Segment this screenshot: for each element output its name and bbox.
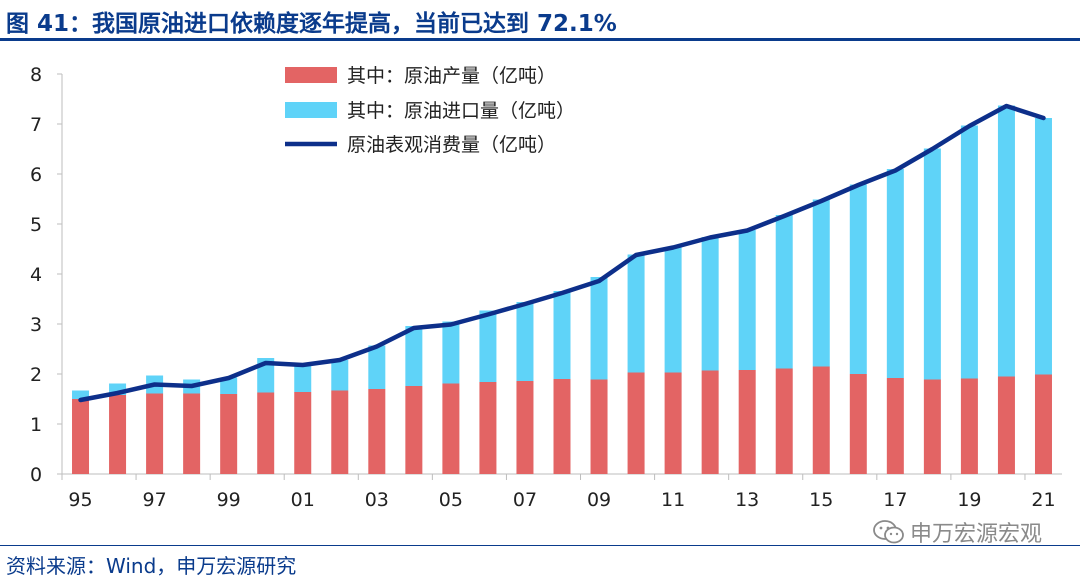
y-tick-label: 2	[30, 364, 42, 386]
production-bar	[331, 390, 349, 474]
production-bar	[701, 370, 719, 474]
y-tick-label: 4	[30, 264, 42, 286]
production-bar	[775, 368, 793, 474]
x-tick-label: 13	[735, 489, 759, 511]
import-bar	[516, 302, 534, 381]
production-bar	[146, 393, 164, 474]
import-bar	[886, 169, 904, 378]
production-bar	[294, 392, 312, 474]
x-tick-label: 21	[1031, 489, 1055, 511]
production-bar	[590, 379, 608, 474]
y-tick-label: 6	[30, 164, 42, 186]
production-bar	[368, 389, 386, 474]
chart-title: 图 41：我国原油进口依赖度逐年提高，当前已达到 72.1%	[6, 11, 617, 37]
wechat-icon	[873, 520, 904, 544]
production-bar	[1034, 374, 1052, 474]
x-tick-label: 03	[365, 489, 389, 511]
watermark: 申万宏源宏观	[872, 516, 1042, 548]
y-axis: 0 1 2 3 4 5 6 7 8	[30, 64, 63, 486]
import-bar	[701, 237, 719, 371]
x-tick-label: 15	[809, 489, 833, 511]
production-bar	[923, 379, 941, 474]
x-tick-label: 97	[142, 489, 166, 511]
production-bar	[442, 383, 460, 474]
import-bar	[738, 230, 756, 370]
x-tick-label: 99	[217, 489, 241, 511]
import-bar	[479, 310, 497, 382]
production-bar	[257, 392, 275, 474]
y-tick-label: 8	[30, 64, 42, 86]
x-tick-label: 01	[291, 489, 315, 511]
import-bar	[997, 105, 1015, 377]
x-tick-label: 95	[68, 489, 92, 511]
legend-swatch-production	[285, 67, 337, 83]
production-bar	[479, 382, 497, 474]
x-tick-label: 07	[513, 489, 537, 511]
x-tick-label: 19	[957, 489, 981, 511]
import-bar	[331, 360, 349, 391]
production-bar	[627, 372, 645, 474]
production-bar	[72, 399, 90, 474]
import-bar	[590, 277, 608, 380]
y-tick-label: 5	[30, 214, 42, 236]
bars	[72, 105, 1052, 474]
legend-label: 其中：原油产量（亿吨）	[347, 65, 556, 87]
title-divider	[0, 38, 1080, 41]
import-bar	[442, 321, 460, 384]
y-tick-label: 7	[30, 114, 42, 136]
y-tick-label: 3	[30, 314, 42, 336]
legend-label: 其中：原油进口量（亿吨）	[347, 100, 575, 122]
import-bar	[109, 383, 127, 395]
y-tick-label: 1	[30, 414, 42, 436]
import-bar	[627, 254, 645, 373]
import-bar	[294, 365, 312, 392]
source-divider	[0, 545, 1080, 546]
legend-label: 原油表观消费量（亿吨）	[347, 134, 556, 156]
import-bar	[368, 345, 386, 389]
x-axis: 95 97 99 01 03 05 07 09 11 13 15 17 19 21	[61, 473, 1062, 511]
x-tick-label: 11	[661, 489, 685, 511]
import-bar	[664, 247, 682, 373]
production-bar	[516, 381, 534, 474]
import-bar	[812, 199, 830, 367]
x-tick-label: 09	[587, 489, 611, 511]
x-tick-label: 17	[883, 489, 907, 511]
production-bar	[997, 376, 1015, 474]
production-bar	[183, 393, 201, 474]
production-bar	[553, 379, 571, 474]
production-bar	[812, 366, 830, 474]
production-bar	[220, 394, 238, 474]
import-bar	[775, 215, 793, 369]
production-bar	[960, 378, 978, 474]
import-bar	[849, 184, 867, 374]
import-bar	[220, 377, 238, 394]
import-bar	[553, 291, 571, 379]
production-bar	[849, 374, 867, 474]
consumption-line	[78, 103, 1046, 403]
production-bar	[405, 386, 423, 474]
production-bar	[109, 395, 127, 474]
production-bar	[738, 370, 756, 474]
y-tick-label: 0	[30, 464, 42, 486]
import-bar	[960, 125, 978, 379]
production-bar	[886, 378, 904, 474]
x-tick-label: 05	[439, 489, 463, 511]
import-bar	[72, 390, 90, 399]
import-bar	[1034, 118, 1052, 375]
legend-swatch-import	[285, 102, 337, 118]
legend: 其中：原油产量（亿吨） 其中：原油进口量（亿吨） 原油表观消费量（亿吨）	[285, 65, 575, 156]
import-bar	[405, 326, 423, 386]
import-bar	[923, 148, 941, 380]
watermark-text: 申万宏源宏观	[909, 522, 1042, 547]
source-note: 资料来源：Wind，申万宏源研究	[6, 554, 297, 578]
production-bar	[664, 372, 682, 474]
